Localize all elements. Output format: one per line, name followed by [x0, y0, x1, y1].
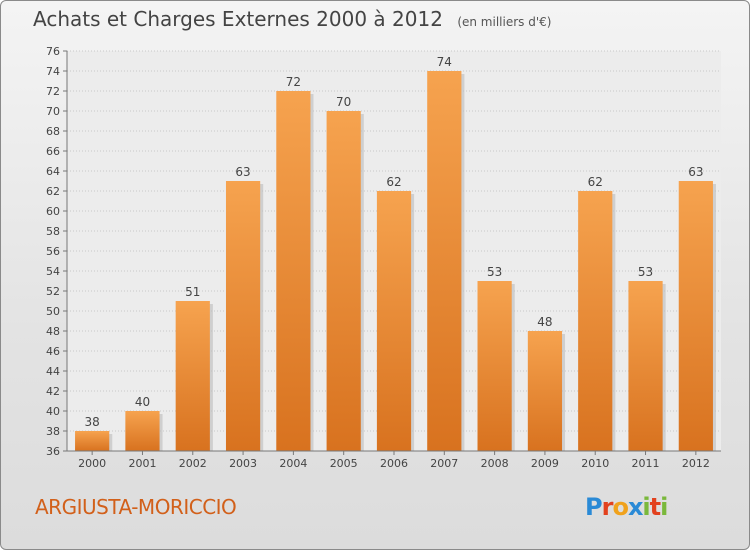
x-tick-label: 2012 — [682, 457, 710, 470]
subtitle-text: (en milliers d'€) — [457, 15, 552, 29]
bar — [477, 281, 512, 451]
bar — [427, 71, 462, 451]
y-tick-label: 56 — [46, 245, 60, 258]
logo-letter: P — [585, 493, 603, 521]
x-tick-label: 2003 — [229, 457, 257, 470]
y-tick-label: 48 — [46, 325, 60, 338]
logo-letter: o — [612, 493, 628, 521]
x-tick-label: 2002 — [179, 457, 207, 470]
bar-value-label: 70 — [336, 95, 351, 109]
x-tick-label: 2000 — [78, 457, 106, 470]
axes: 36 38 40 42 44 46 48 50 52 54 56 58 60 62 64 66 68 70 72 74… — [46, 45, 721, 470]
bar-value-label: 53 — [487, 265, 502, 279]
bar-value-label: 48 — [537, 315, 552, 329]
y-tick-label: 68 — [46, 125, 60, 138]
bar-value-label: 51 — [185, 285, 200, 299]
bar — [326, 111, 361, 451]
logo-letter: x — [627, 493, 644, 521]
y-tick-label: 40 — [46, 405, 60, 418]
y-tick-label: 60 — [46, 205, 60, 218]
y-tick-label: 70 — [46, 105, 60, 118]
y-tick-label: 42 — [46, 385, 60, 398]
y-tick-label: 52 — [46, 285, 60, 298]
bar — [125, 411, 160, 451]
bars: 38 40 51 63 72 70 62 74 53 48 62 53 63 — [75, 55, 716, 451]
x-tick-label: 2007 — [430, 457, 458, 470]
proxiti-logo: Proxiti — [585, 493, 668, 521]
bar — [75, 431, 110, 451]
y-tick-label: 62 — [46, 185, 60, 198]
bar — [376, 191, 412, 451]
logo-letter: i — [660, 493, 668, 521]
bar-value-label: 72 — [286, 75, 301, 89]
y-tick-label: 66 — [46, 145, 60, 158]
town-name: ARGIUSTA-MORICCIO — [35, 495, 237, 519]
y-tick-label: 36 — [46, 445, 60, 458]
bar-value-label: 40 — [135, 395, 150, 409]
bar-value-label: 63 — [235, 165, 250, 179]
bar-value-label: 53 — [638, 265, 653, 279]
bar — [175, 301, 210, 451]
x-tick-label: 2006 — [380, 457, 408, 470]
bar-value-label: 74 — [437, 55, 452, 69]
y-tick-label: 64 — [46, 165, 60, 178]
bar — [527, 331, 563, 451]
bar-value-label: 63 — [688, 165, 703, 179]
y-tick-label: 50 — [46, 305, 60, 318]
y-tick-label: 74 — [46, 65, 60, 78]
y-tick-label: 58 — [46, 225, 60, 238]
y-tick-label: 72 — [46, 85, 60, 98]
logo-letter: t — [649, 493, 662, 521]
x-tick-label: 2011 — [632, 457, 660, 470]
bar-value-label: 62 — [386, 175, 401, 189]
y-tick-label: 44 — [46, 365, 60, 378]
x-tick-label: 2010 — [581, 457, 609, 470]
bar — [225, 181, 261, 451]
x-tick-label: 2001 — [128, 457, 156, 470]
x-tick-label: 2005 — [330, 457, 358, 470]
chart-title: Achats et Charges Externes 2000 à 2012 (… — [33, 7, 551, 31]
bar-value-label: 62 — [588, 175, 603, 189]
x-tick-label: 2004 — [279, 457, 307, 470]
y-tick-label: 76 — [46, 45, 60, 58]
x-tick-label: 2008 — [481, 457, 509, 470]
bar — [578, 191, 613, 451]
logo-letter: i — [642, 493, 650, 521]
logo-letter: r — [601, 493, 614, 521]
y-tick-label: 38 — [46, 425, 60, 438]
title-text: Achats et Charges Externes 2000 à 2012 — [33, 7, 443, 31]
bar-value-label: 38 — [85, 415, 100, 429]
y-tick-label: 54 — [46, 265, 60, 278]
bar — [276, 91, 311, 451]
bar — [678, 181, 713, 451]
bar — [628, 281, 663, 451]
y-tick-label: 46 — [46, 345, 60, 358]
x-tick-label: 2009 — [531, 457, 559, 470]
